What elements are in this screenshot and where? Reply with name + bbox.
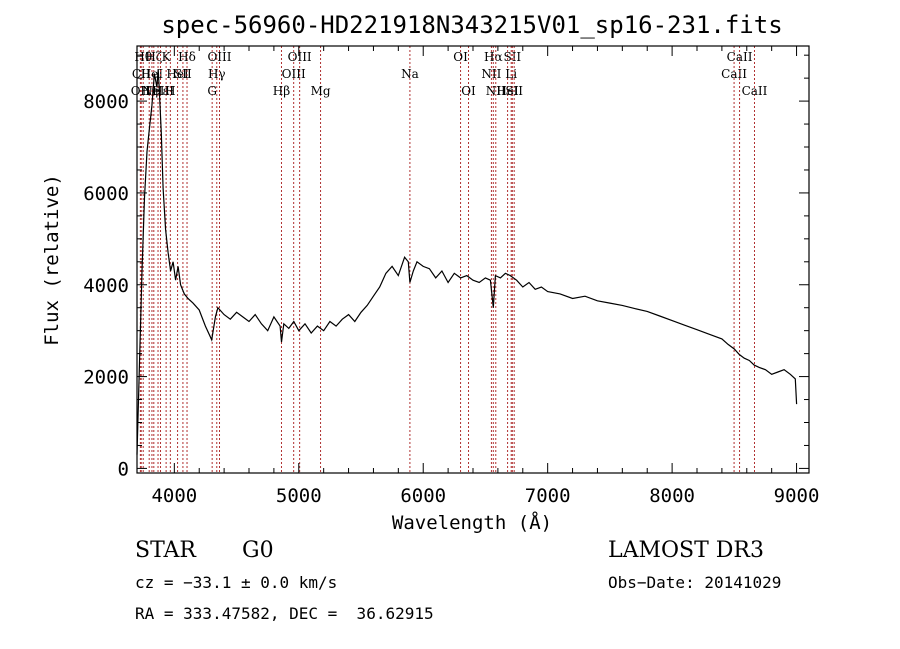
spectral-line-label: G [207, 84, 217, 98]
spectral-line-label: Hδ [178, 50, 196, 64]
spectral-line-label: OIII [207, 50, 231, 64]
y-tick-label: 4000 [83, 275, 129, 297]
redshift-cz: cz = −33.1 ± 0.0 km/s [135, 573, 338, 592]
spectral-lines: OIICIIHθHηHeIHζNeIIIHεKHHeISIIHδGHγOIIIH… [131, 46, 768, 473]
observation-date: Obs−Date: 20141029 [608, 573, 782, 592]
spectral-line-label: CaII [742, 84, 768, 98]
object-class: STAR [135, 538, 196, 563]
spectral-line-label: Hα [484, 50, 503, 64]
spectral-line-label: CaII [727, 50, 753, 64]
y-tick-label: 2000 [83, 367, 129, 389]
x-tick-label: 4000 [151, 485, 197, 507]
spectral-line-label: Hε [152, 84, 169, 98]
spectral-line-label: OIII [288, 50, 312, 64]
plot-frame [136, 45, 810, 474]
spectral-line-label: H [165, 84, 175, 98]
x-tick-label: 7000 [525, 485, 571, 507]
x-tick-label: 9000 [774, 485, 820, 507]
x-axis-label: Wavelength (Å) [392, 511, 552, 534]
spectral-line-label: OI [461, 84, 476, 98]
y-tick-label: 0 [118, 458, 129, 480]
spectral-line-label: Mg [311, 84, 331, 98]
spectral-line-label: Hθ [134, 50, 152, 64]
spectrum-series-line [136, 68, 798, 455]
spectral-line-label: Hγ [208, 67, 226, 81]
spectral-line-label: CaII [721, 67, 747, 81]
spectral-line-label: Na [401, 67, 419, 81]
spectral-line-label: HeI [496, 84, 519, 98]
y-axis-label: Flux (relative) [41, 174, 63, 346]
spectral-line-label: NII [486, 84, 506, 98]
spectral-line-label: SII [505, 84, 523, 98]
spectral-line-label: OII [131, 84, 151, 98]
y-tick-label: 8000 [83, 91, 129, 113]
chart-title: spec-56960-HD221918N343215V01_sp16-231.f… [161, 11, 782, 39]
spectral-line-label: Hβ [273, 84, 290, 98]
spectral-line-label: SII [503, 50, 521, 64]
y-tick-label: 6000 [83, 183, 129, 205]
coordinates: RA = 333.47582, DEC = 36.62915 [135, 604, 434, 623]
object-subclass: G0 [242, 538, 274, 563]
spectral-line-label: NII [481, 67, 501, 81]
x-tick-label: 6000 [400, 485, 446, 507]
x-tick-label: 8000 [649, 485, 695, 507]
survey-name: LAMOST DR3 [608, 538, 764, 563]
spectral-line-label: Hζ [145, 50, 162, 64]
x-tick-label: 5000 [276, 485, 322, 507]
axis-ticks: 4000 5000 6000 7000 8000 9000 0 2000 4000 6000 800… [83, 46, 819, 507]
spectral-line-label: SII [174, 67, 192, 81]
spectral-line-label: Li [505, 67, 517, 81]
spectral-line-label: OIII [282, 67, 306, 81]
spectral-line-label: K [162, 50, 172, 64]
spectral-line-label: OI [453, 50, 468, 64]
spectral-line-label: HeI [141, 67, 164, 81]
